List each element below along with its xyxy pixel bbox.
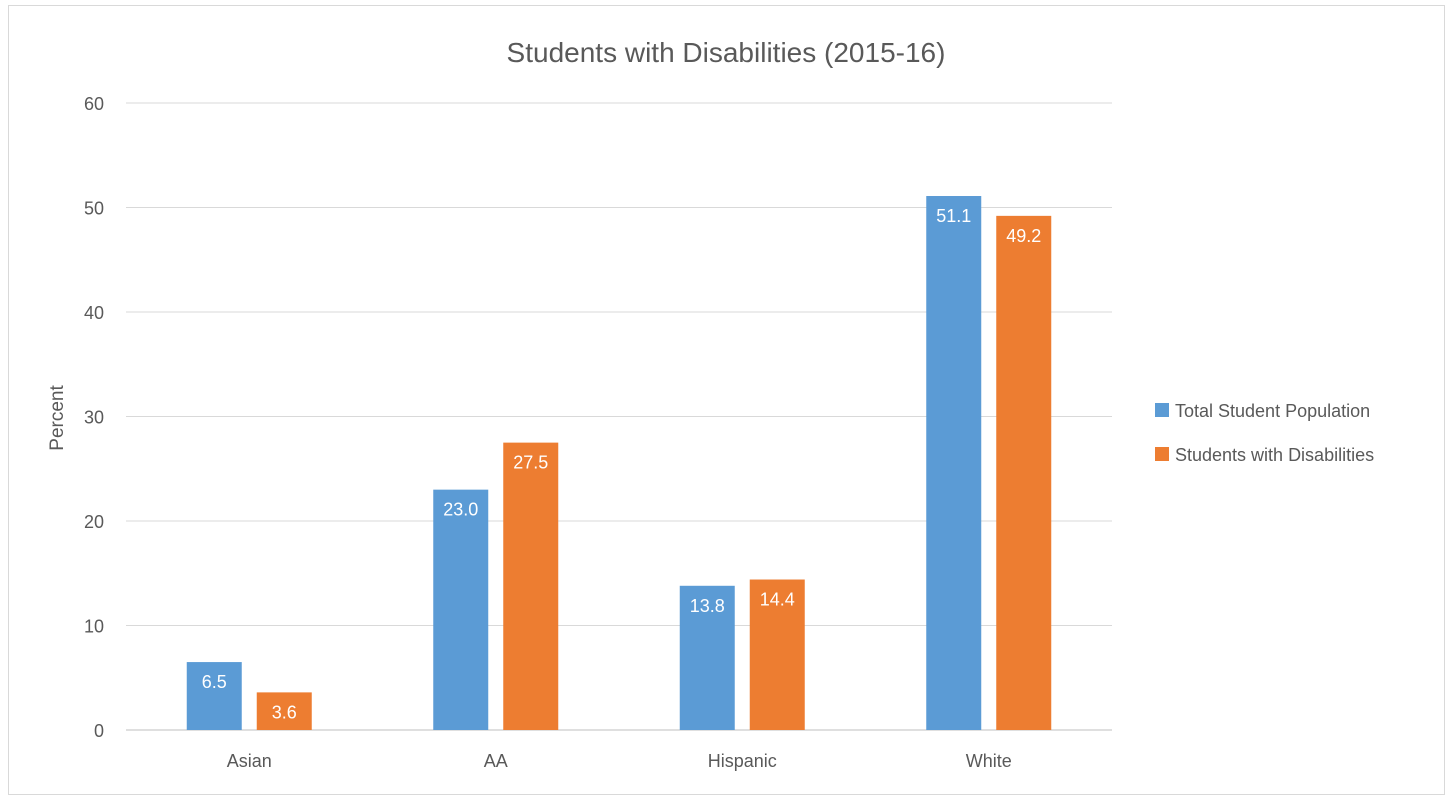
- x-axis-ticks: Asian AA Hispanic White: [227, 751, 1012, 771]
- bar: [749, 579, 805, 730]
- x-tick-label: AA: [484, 751, 508, 771]
- data-label: 14.4: [760, 590, 795, 610]
- data-label: 3.6: [272, 702, 297, 722]
- bars: 6.5 3.6 23.0 27.5 13.8 14.4 51.1 49.2: [186, 196, 1052, 731]
- y-tick-label: 0: [94, 721, 104, 741]
- y-tick-label: 60: [84, 94, 104, 114]
- data-label: 51.1: [936, 206, 971, 226]
- legend-label: Total Student Population: [1175, 401, 1370, 421]
- bar: [996, 215, 1052, 731]
- bar: [433, 489, 489, 730]
- data-label: 6.5: [202, 672, 227, 692]
- y-tick-label: 30: [84, 408, 104, 428]
- legend-label: Students with Disabilities: [1175, 445, 1374, 465]
- data-label: 13.8: [690, 596, 725, 616]
- bar: [186, 662, 242, 730]
- data-label: 27.5: [513, 453, 548, 473]
- legend: Total Student Population Students with Di…: [1155, 401, 1374, 465]
- bar: [256, 692, 312, 730]
- bar: [926, 196, 982, 730]
- y-axis-ticks: 0 10 20 30 40 50 60: [84, 94, 104, 741]
- y-tick-label: 20: [84, 512, 104, 532]
- legend-swatch: [1155, 447, 1169, 461]
- x-tick-label: Asian: [227, 751, 272, 771]
- x-tick-label: Hispanic: [708, 751, 777, 771]
- chart-title: Students with Disabilities (2015-16): [507, 37, 946, 68]
- x-tick-label: White: [966, 751, 1012, 771]
- bar: [503, 442, 559, 730]
- y-tick-label: 40: [84, 303, 104, 323]
- y-tick-label: 10: [84, 617, 104, 637]
- y-axis-label: Percent: [47, 385, 68, 451]
- bar: [679, 585, 735, 730]
- data-label: 49.2: [1006, 226, 1041, 246]
- y-tick-label: 50: [84, 199, 104, 219]
- data-label: 23.0: [443, 500, 478, 520]
- legend-swatch: [1155, 403, 1169, 417]
